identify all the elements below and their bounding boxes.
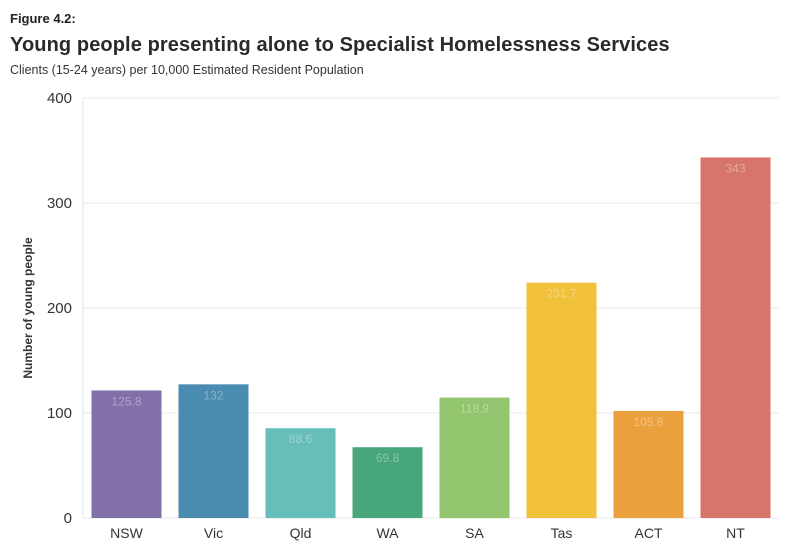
data-labels: 125.8 132 88.6 69.8 118.9 231.7 105.8 343 — [111, 161, 745, 465]
data-label-wa: 69.8 — [376, 451, 400, 465]
x-tick-label: WA — [376, 525, 399, 541]
y-tick-label: 200 — [47, 300, 72, 317]
x-tick-label: Tas — [551, 525, 573, 541]
figure-label: Figure 4.2: — [10, 11, 76, 26]
data-label-sa: 118.9 — [460, 402, 489, 416]
data-label-nt: 343 — [725, 161, 745, 175]
bar-vic — [178, 384, 249, 518]
bar-qld — [265, 428, 336, 518]
data-label-nsw: 125.8 — [111, 394, 141, 408]
x-tick-label: NSW — [110, 525, 143, 541]
x-axis-categories: NSW Vic Qld WA SA Tas ACT NT — [110, 525, 745, 541]
bars — [91, 157, 771, 518]
bar-nt — [700, 157, 771, 518]
y-tick-label: 300 — [47, 195, 72, 212]
y-axis-label: Number of young people — [21, 237, 35, 379]
data-label-act: 105.8 — [633, 415, 663, 429]
bar-sa — [439, 397, 510, 518]
data-label-vic: 132 — [203, 388, 223, 402]
y-axis-ticks: 0 100 200 300 400 — [47, 90, 72, 527]
y-tick-label: 100 — [47, 405, 72, 422]
x-tick-label: ACT — [635, 525, 663, 541]
y-tick-label: 0 — [64, 510, 72, 527]
x-tick-label: SA — [465, 525, 484, 541]
bar-tas — [526, 282, 597, 518]
x-tick-label: Qld — [290, 525, 312, 541]
bar-nsw — [91, 390, 162, 518]
data-label-qld: 88.6 — [289, 432, 313, 446]
bar-act — [613, 410, 684, 518]
bar-wa — [352, 447, 423, 518]
chart-subtitle: Clients (15-24 years) per 10,000 Estimat… — [10, 63, 364, 77]
x-tick-label: NT — [726, 525, 745, 541]
chart-title: Young people presenting alone to Special… — [10, 34, 670, 56]
data-label-tas: 231.7 — [546, 287, 576, 301]
y-tick-label: 400 — [47, 90, 72, 107]
x-tick-label: Vic — [204, 525, 223, 541]
